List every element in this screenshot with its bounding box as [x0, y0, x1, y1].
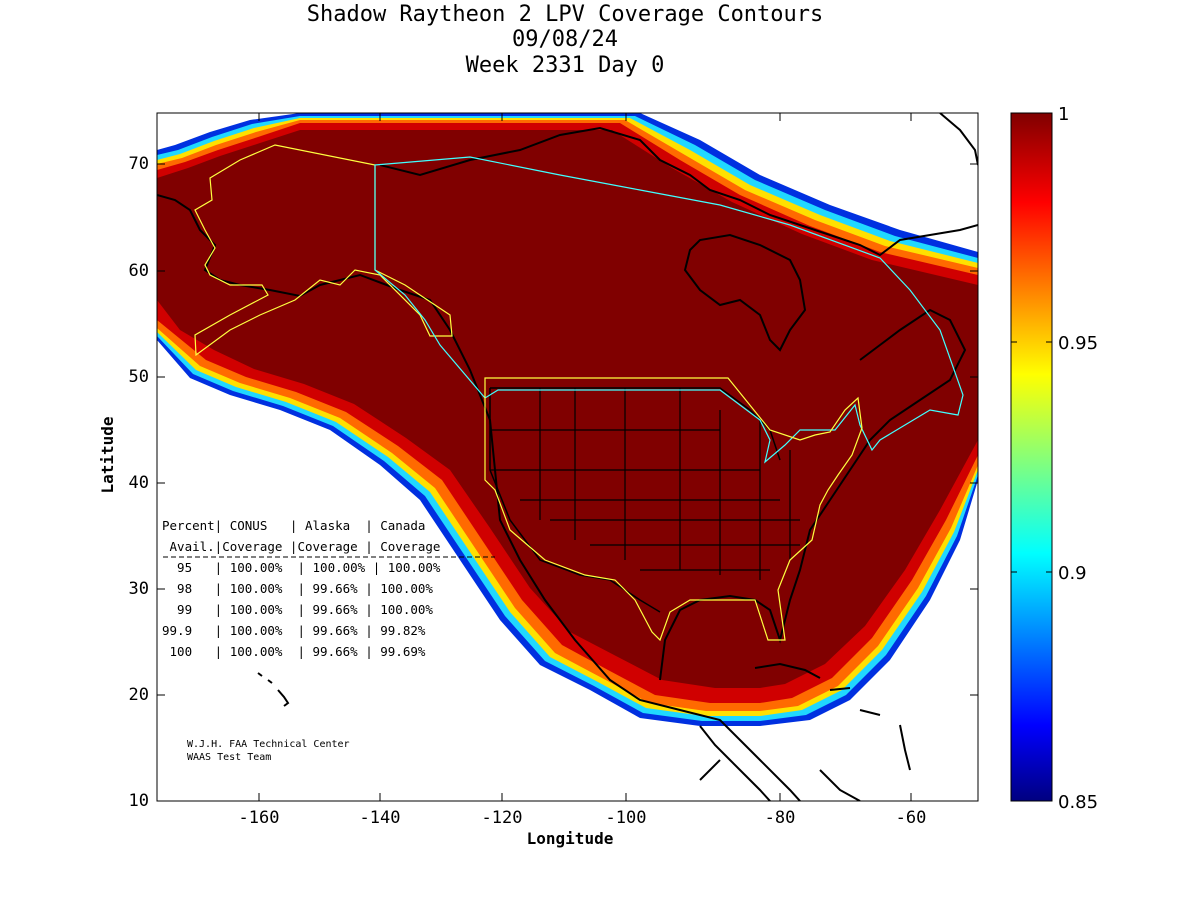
plot-frame — [156, 112, 979, 802]
table-row: 95 | 100.00% | 100.00% | 100.00% — [162, 560, 441, 575]
credit-line1: W.J.H. FAA Technical Center — [187, 739, 350, 750]
table-row: 100 | 100.00% | 99.66% | 99.69% — [162, 644, 426, 659]
coastline-central-america — [699, 725, 861, 801]
y-tick-label: 40 — [129, 473, 149, 493]
y-tick-label: 10 — [129, 791, 149, 811]
plot-title-line2: 09/08/24 — [512, 27, 618, 52]
x-tick-label: -60 — [896, 808, 927, 828]
coastline-gulf — [659, 308, 967, 681]
coastline-arctic — [379, 126, 978, 257]
table-row: 98 | 100.00% | 99.66% | 100.00% — [162, 581, 433, 596]
y-tick-label: 60 — [129, 261, 149, 281]
colorbar-tick-label: 0.85 — [1058, 792, 1098, 813]
table-row: 99.9 | 100.00% | 99.66% | 99.82% — [162, 623, 426, 638]
table-header-row2: Avail.|Coverage |Coverage | Coverage — [162, 539, 440, 554]
table-row: 99 | 100.00% | 99.66% | 100.00% — [162, 602, 433, 617]
coastline-north-america — [157, 194, 801, 801]
x-tick-label: -160 — [239, 808, 280, 828]
x-tick-label: -120 — [482, 808, 523, 828]
table-header-row1: Percent| CONUS | Alaska | Canada — [162, 518, 425, 533]
colorbar-ticks — [1011, 112, 1052, 802]
coastline-hawaii — [257, 672, 290, 707]
y-tick-label: 50 — [129, 367, 149, 387]
coastline-hudson-bay — [683, 233, 807, 352]
x-tick-label: -100 — [606, 808, 647, 828]
tick-marks — [157, 113, 978, 802]
x-tick-labels: -160 -140 -120 -100 -80 -60 — [239, 808, 927, 828]
coverage-table: Percent| CONUS | Alaska | Canada Avail.|… — [162, 518, 495, 659]
us-borders — [489, 387, 781, 613]
coverage-band-full — [157, 130, 978, 688]
coverage-contours — [157, 113, 978, 726]
y-tick-labels: 10 20 30 40 50 60 70 — [129, 154, 149, 811]
map-boundaries — [157, 113, 978, 801]
credit-line2: WAAS Test Team — [187, 752, 271, 763]
y-tick-label: 30 — [129, 579, 149, 599]
colorbar — [1010, 112, 1053, 802]
colorbar-tick-label: 1 — [1058, 104, 1069, 125]
x-axis-label: Longitude — [527, 829, 614, 848]
coastline-caribbean — [754, 662, 911, 771]
colorbar-tick-label: 0.9 — [1058, 563, 1087, 584]
y-tick-label: 20 — [129, 685, 149, 705]
y-axis-label: Latitude — [98, 416, 117, 493]
x-tick-label: -80 — [765, 808, 796, 828]
alaska-boundary — [194, 144, 453, 357]
state-lines — [490, 388, 800, 580]
coastline-greenland — [939, 113, 978, 166]
x-tick-label: -140 — [360, 808, 401, 828]
conus-boundary — [484, 377, 863, 642]
colorbar-tick-label: 0.95 — [1058, 333, 1098, 354]
plot-title-line3: Week 2331 Day 0 — [465, 53, 665, 78]
plot-title-line1: Shadow Raytheon 2 LPV Coverage Contours — [306, 2, 824, 27]
y-tick-label: 70 — [129, 154, 149, 174]
